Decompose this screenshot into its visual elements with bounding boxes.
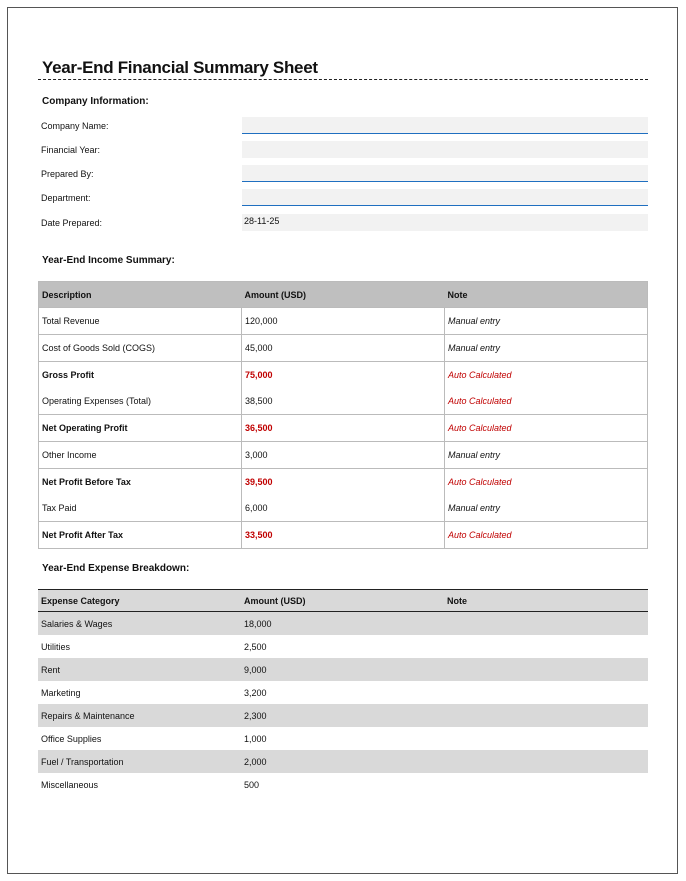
table-row: Gross Profit 75,000 Auto Calculated xyxy=(38,361,648,388)
note-cell xyxy=(444,773,648,796)
title-divider xyxy=(38,79,648,80)
table-row: Repairs & Maintenance 2,300 xyxy=(38,704,648,727)
company-name-label: Company Name: xyxy=(41,121,109,131)
amount-cell: 6,000 xyxy=(241,495,445,522)
note-cell: Auto Calculated xyxy=(444,388,648,415)
table-row: Tax Paid 6,000 Manual entry xyxy=(39,495,648,522)
income-heading: Year-End Income Summary: xyxy=(42,255,175,266)
amount-cell: 500 xyxy=(244,779,260,790)
table-row: Total Revenue 120,000 Manual entry xyxy=(38,307,648,335)
page-title: Year-End Financial Summary Sheet xyxy=(42,58,318,77)
category-cell: Miscellaneous xyxy=(41,779,99,790)
description-cell: Cost of Goods Sold (COGS) xyxy=(38,334,242,362)
table-row: Cost of Goods Sold (COGS) 45,000 Manual en… xyxy=(38,334,648,362)
table-header: Description Amount (USD) Note xyxy=(38,281,648,308)
amount-cell: 2,300 xyxy=(241,704,444,727)
note-cell: Auto Calculated xyxy=(444,361,648,388)
category-cell: Office Supplies xyxy=(41,733,102,744)
note-cell xyxy=(444,658,648,681)
amount-cell: 3,000 xyxy=(241,441,445,469)
amount-cell: 18,000 xyxy=(241,611,444,635)
category-cell: Utilities xyxy=(41,641,71,652)
note-cell: Auto Calculated xyxy=(444,468,648,495)
amount-cell: 120,000 xyxy=(241,307,445,335)
amount-cell: 2,000 xyxy=(241,750,444,773)
expense-table: Expense Category Amount (USD) Note Salar… xyxy=(38,589,648,796)
description-cell: Total Revenue xyxy=(38,307,242,335)
amount-cell: 1,000 xyxy=(244,733,267,744)
department-field[interactable] xyxy=(242,189,648,206)
note-cell: Auto Calculated xyxy=(444,521,648,549)
note-cell: Manual entry xyxy=(444,441,648,469)
amount-cell: 2,500 xyxy=(244,641,267,652)
note-cell xyxy=(444,681,648,704)
page-frame xyxy=(7,7,678,874)
note-cell xyxy=(444,750,648,773)
amount-cell: 45,000 xyxy=(241,334,445,362)
category-cell: Marketing xyxy=(41,687,81,698)
table-row: Other Income 3,000 Manual entry xyxy=(38,441,648,469)
table-row: Fuel / Transportation 2,000 xyxy=(38,750,648,773)
amount-cell: 39,500 xyxy=(241,468,445,495)
note-cell xyxy=(444,727,648,750)
prepared-by-label: Prepared By: xyxy=(41,169,94,179)
amount-cell: 9,000 xyxy=(241,658,444,681)
description-cell: Operating Expenses (Total) xyxy=(42,396,152,406)
note-cell: Manual entry xyxy=(444,334,648,362)
amount-cell: 3,200 xyxy=(244,687,267,698)
column-header: Amount (USD) xyxy=(241,281,445,308)
amount-cell: 75,000 xyxy=(241,361,445,388)
table-row: Utilities 2,500 xyxy=(38,635,648,658)
date-prepared-field[interactable]: 28-11-25 xyxy=(242,214,648,231)
date-prepared-label: Date Prepared: xyxy=(41,218,103,228)
amount-cell: 38,500 xyxy=(241,388,445,415)
category-cell: Salaries & Wages xyxy=(38,611,241,635)
category-cell: Repairs & Maintenance xyxy=(38,704,241,727)
description-cell: Tax Paid xyxy=(42,503,77,513)
column-header: Description xyxy=(38,281,242,308)
table-row: Net Profit Before Tax 39,500 Auto Calculat… xyxy=(38,468,648,495)
table-row: Net Operating Profit 36,500 Auto Calculate… xyxy=(38,414,648,442)
prepared-by-field[interactable] xyxy=(242,165,648,182)
column-header: Note xyxy=(444,589,648,612)
amount-cell: 33,500 xyxy=(241,521,445,549)
table-row: Salaries & Wages 18,000 xyxy=(38,611,648,635)
income-table: Description Amount (USD) Note Total Reve… xyxy=(38,281,648,549)
table-row: Miscellaneous 500 xyxy=(38,773,648,796)
description-cell: Net Profit Before Tax xyxy=(38,468,242,495)
table-row: Operating Expenses (Total) 38,500 Auto Cal… xyxy=(39,388,648,415)
amount-cell: 36,500 xyxy=(241,414,445,442)
company-name-field[interactable] xyxy=(242,117,648,134)
note-cell: Manual entry xyxy=(444,307,648,335)
note-cell xyxy=(444,611,648,635)
company-info-heading: Company Information: xyxy=(42,96,149,107)
table-row: Marketing 3,200 xyxy=(38,681,648,704)
description-cell: Net Profit After Tax xyxy=(38,521,242,549)
note-cell xyxy=(444,704,648,727)
financial-year-field[interactable] xyxy=(242,141,648,158)
expense-heading: Year-End Expense Breakdown: xyxy=(42,563,190,574)
category-cell: Fuel / Transportation xyxy=(38,750,241,773)
note-cell: Auto Calculated xyxy=(444,414,648,442)
table-header: Expense Category Amount (USD) Note xyxy=(38,589,648,612)
column-header: Note xyxy=(444,281,648,308)
department-label: Department: xyxy=(41,193,91,203)
category-cell: Rent xyxy=(38,658,241,681)
column-header: Expense Category xyxy=(38,589,241,612)
note-cell: Manual entry xyxy=(444,495,648,522)
description-cell: Other Income xyxy=(38,441,242,469)
note-cell xyxy=(444,635,648,658)
table-row: Rent 9,000 xyxy=(38,658,648,681)
table-row: Office Supplies 1,000 xyxy=(38,727,648,750)
description-cell: Gross Profit xyxy=(38,361,242,388)
column-header: Amount (USD) xyxy=(241,589,444,612)
description-cell: Net Operating Profit xyxy=(38,414,242,442)
financial-year-label: Financial Year: xyxy=(41,145,101,155)
table-row: Net Profit After Tax 33,500 Auto Calculate… xyxy=(38,521,648,549)
